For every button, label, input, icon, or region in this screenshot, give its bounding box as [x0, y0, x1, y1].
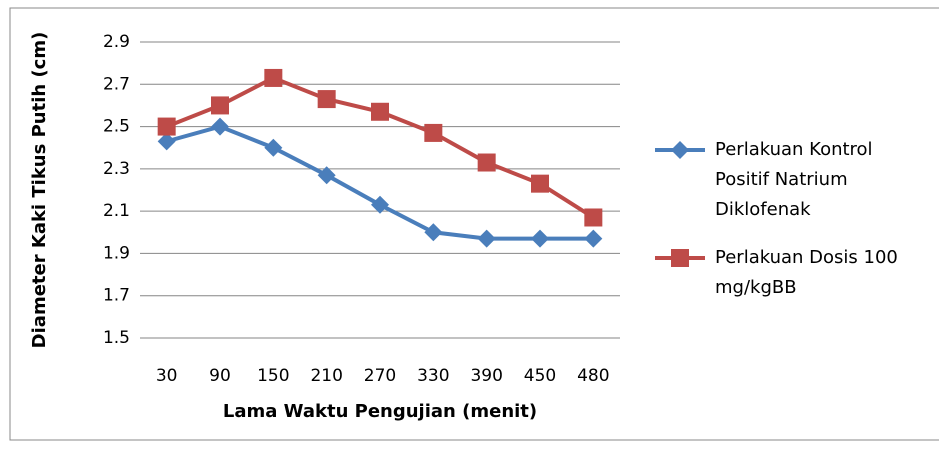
data-point	[211, 117, 229, 136]
legend-marker	[671, 249, 689, 267]
data-point	[477, 229, 496, 248]
y-axis-title: Diameter Kaki Tikus Putih (cm)	[29, 32, 50, 349]
x-tick-label: 90	[209, 366, 231, 386]
y-tick-label: 1.5	[103, 328, 130, 348]
chart-border	[9, 7, 939, 441]
data-point	[584, 208, 603, 227]
data-point	[371, 102, 389, 121]
y-tick-label: 2.1	[103, 201, 130, 221]
data-point	[424, 223, 443, 242]
x-tick-label: 390	[470, 366, 502, 386]
x-tick-label: 150	[257, 366, 289, 386]
y-tick-label: 2.7	[103, 74, 130, 94]
y-tick-label: 1.7	[103, 286, 130, 306]
data-point	[157, 117, 176, 136]
y-tick-label: 2.9	[103, 32, 130, 52]
y-tick-label: 2.5	[103, 117, 130, 137]
data-point	[424, 123, 443, 142]
x-tick-label: 270	[364, 366, 396, 386]
x-axis-title: Lama Waktu Pengujian (menit)	[223, 401, 537, 422]
data-point	[531, 174, 549, 193]
data-point	[157, 132, 176, 151]
data-point	[477, 153, 496, 172]
x-tick-label: 210	[310, 366, 342, 386]
legend-label: Perlakuan Kontrol Positif Natrium Diklof…	[715, 139, 873, 220]
x-tick-label: 480	[577, 366, 609, 386]
x-tick-label: 450	[524, 366, 556, 386]
y-tick-label: 2.3	[103, 159, 130, 179]
data-point	[531, 229, 549, 248]
data-point	[211, 96, 229, 115]
data-point	[317, 90, 336, 109]
y-tick-label: 1.9	[103, 243, 130, 263]
data-point	[317, 166, 336, 185]
data-point	[584, 229, 603, 248]
series-line	[166, 124, 594, 241]
data-point	[264, 138, 283, 157]
data-point	[264, 68, 283, 87]
legend-marker	[671, 141, 689, 159]
legend-label: Perlakuan Dosis 100 mg/kgBB	[715, 247, 898, 298]
x-tick-label: 330	[417, 366, 449, 386]
data-point	[371, 195, 389, 214]
x-tick-label: 30	[156, 366, 178, 386]
